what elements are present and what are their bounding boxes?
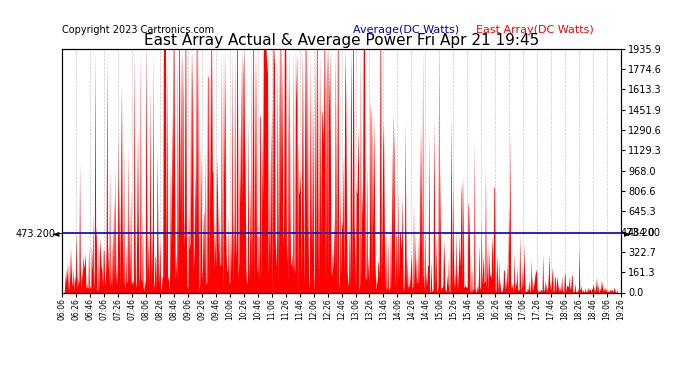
Text: ◄: ◄	[52, 228, 59, 238]
Text: East Array(DC Watts): East Array(DC Watts)	[475, 26, 593, 35]
Title: East Array Actual & Average Power Fri Apr 21 19:45: East Array Actual & Average Power Fri Ap…	[144, 33, 539, 48]
Text: 473.200: 473.200	[621, 228, 661, 238]
Text: Average(DC Watts): Average(DC Watts)	[353, 26, 459, 35]
Text: ►: ►	[624, 228, 631, 238]
Text: Copyright 2023 Cartronics.com: Copyright 2023 Cartronics.com	[62, 26, 214, 35]
